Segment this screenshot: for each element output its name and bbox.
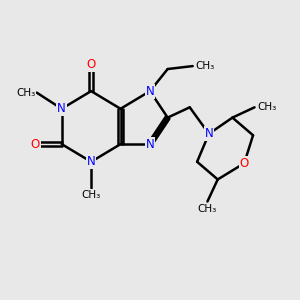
Text: CH₃: CH₃ xyxy=(82,190,101,200)
Text: N: N xyxy=(205,127,213,140)
Text: CH₃: CH₃ xyxy=(16,88,35,98)
Text: N: N xyxy=(57,102,66,115)
Text: CH₃: CH₃ xyxy=(198,205,217,214)
Text: O: O xyxy=(240,157,249,170)
Text: N: N xyxy=(146,85,154,98)
Text: N: N xyxy=(146,138,154,151)
Text: CH₃: CH₃ xyxy=(257,102,277,112)
Text: CH₃: CH₃ xyxy=(196,61,215,71)
Text: O: O xyxy=(31,138,40,151)
Text: N: N xyxy=(87,155,95,168)
Text: O: O xyxy=(86,58,96,71)
